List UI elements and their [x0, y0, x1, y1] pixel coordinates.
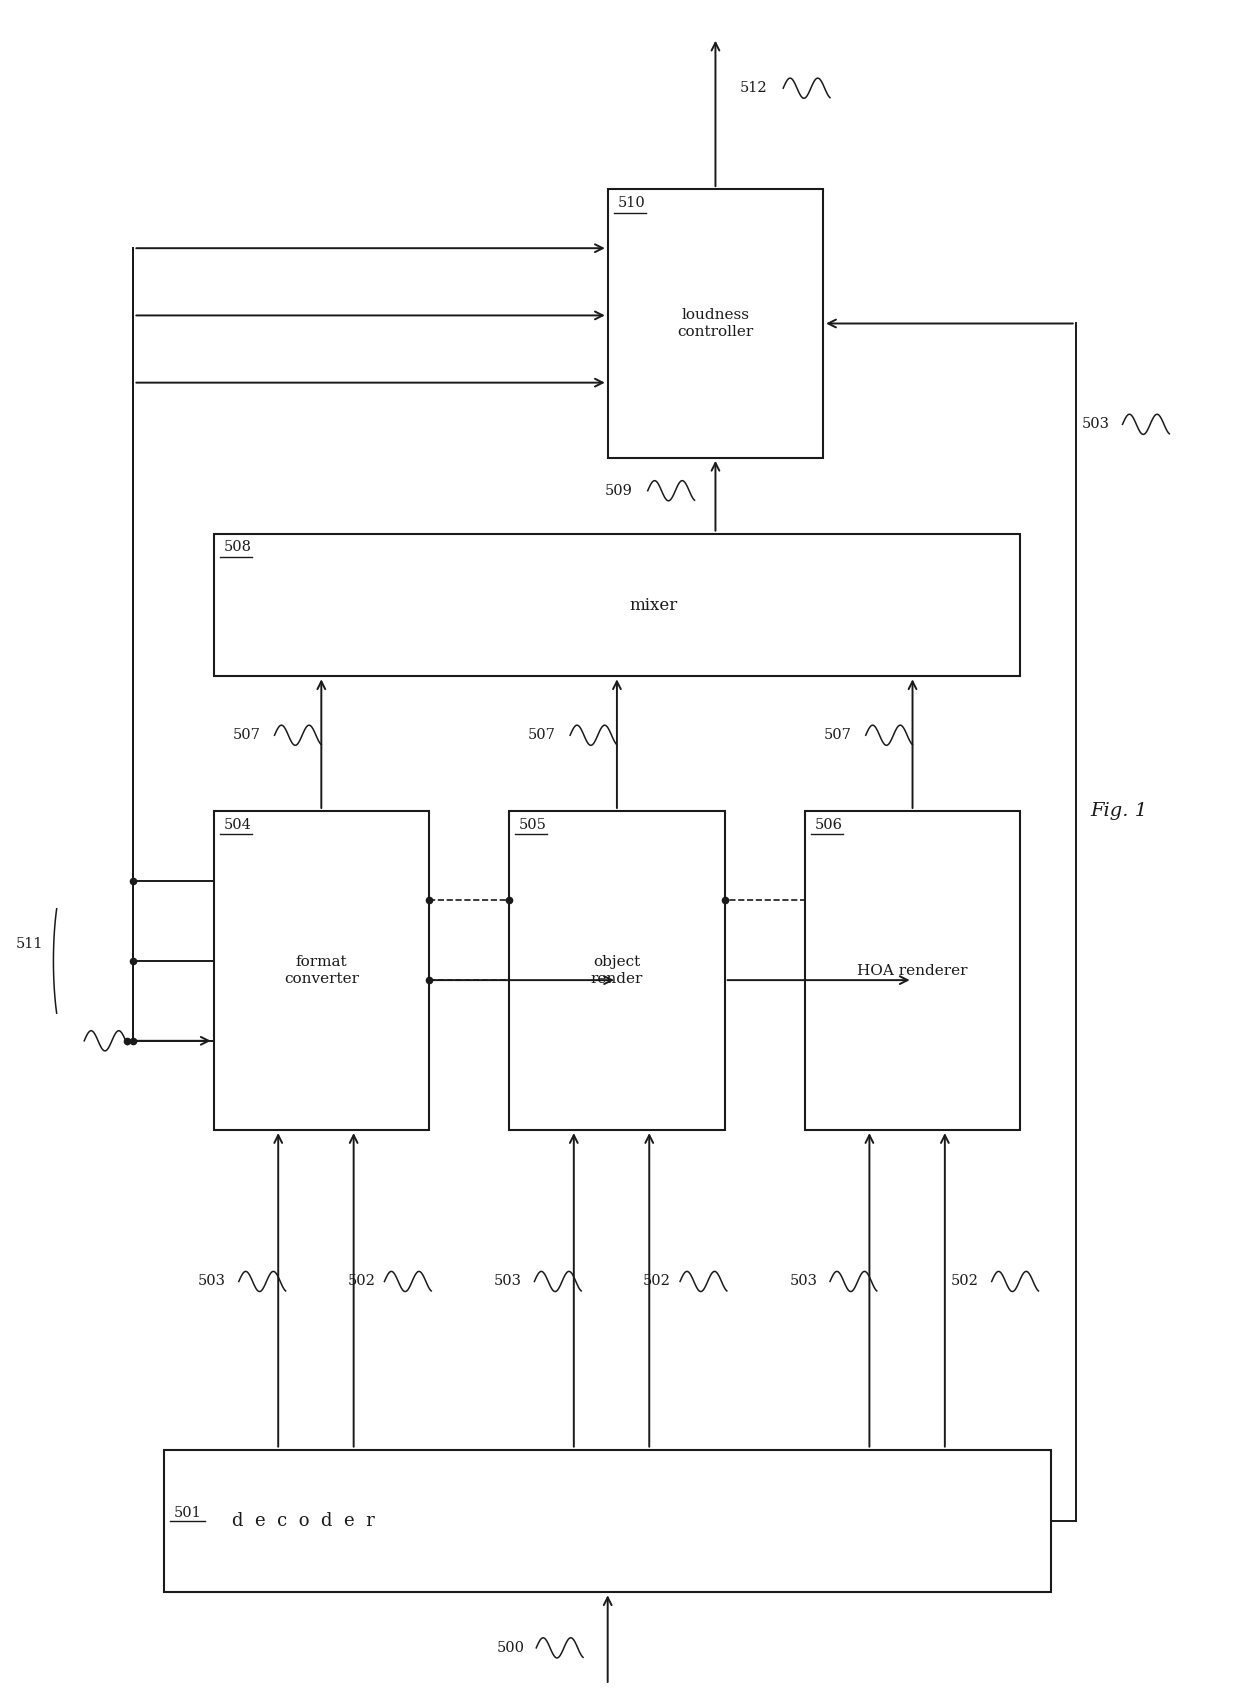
Text: loudness
controller: loudness controller [677, 309, 754, 338]
Bar [164, 1449, 1052, 1593]
Text: 512: 512 [740, 81, 768, 95]
Text: 502: 502 [951, 1275, 978, 1289]
Text: 502: 502 [644, 1275, 671, 1289]
Bar [213, 534, 1021, 676]
Text: format
converter: format converter [284, 956, 358, 986]
Text: 507: 507 [823, 728, 852, 741]
Text: 500: 500 [497, 1640, 525, 1655]
Text: 507: 507 [528, 728, 556, 741]
Text: 503: 503 [1081, 417, 1110, 431]
Text: Fig. 1: Fig. 1 [1090, 802, 1147, 819]
Bar [213, 811, 429, 1130]
Text: d  e  c  o  d  e  r: d e c o d e r [232, 1512, 374, 1530]
Text: 503: 503 [790, 1275, 817, 1289]
Text: 502: 502 [347, 1275, 376, 1289]
Text: 509: 509 [605, 483, 632, 498]
Text: 503: 503 [198, 1275, 226, 1289]
Text: 508: 508 [223, 540, 252, 554]
Text: 507: 507 [233, 728, 260, 741]
Text: 510: 510 [618, 196, 645, 209]
Bar [805, 811, 1021, 1130]
Text: mixer: mixer [630, 596, 678, 613]
Text: 511: 511 [16, 937, 43, 951]
Text: 501: 501 [174, 1505, 202, 1520]
Text: 505: 505 [520, 817, 547, 831]
Text: 503: 503 [494, 1275, 522, 1289]
Text: object
render: object render [590, 956, 644, 986]
Text: HOA renderer: HOA renderer [857, 963, 967, 978]
Bar [510, 811, 724, 1130]
Bar [608, 189, 823, 458]
Text: 506: 506 [815, 817, 843, 831]
Text: 504: 504 [223, 817, 252, 831]
